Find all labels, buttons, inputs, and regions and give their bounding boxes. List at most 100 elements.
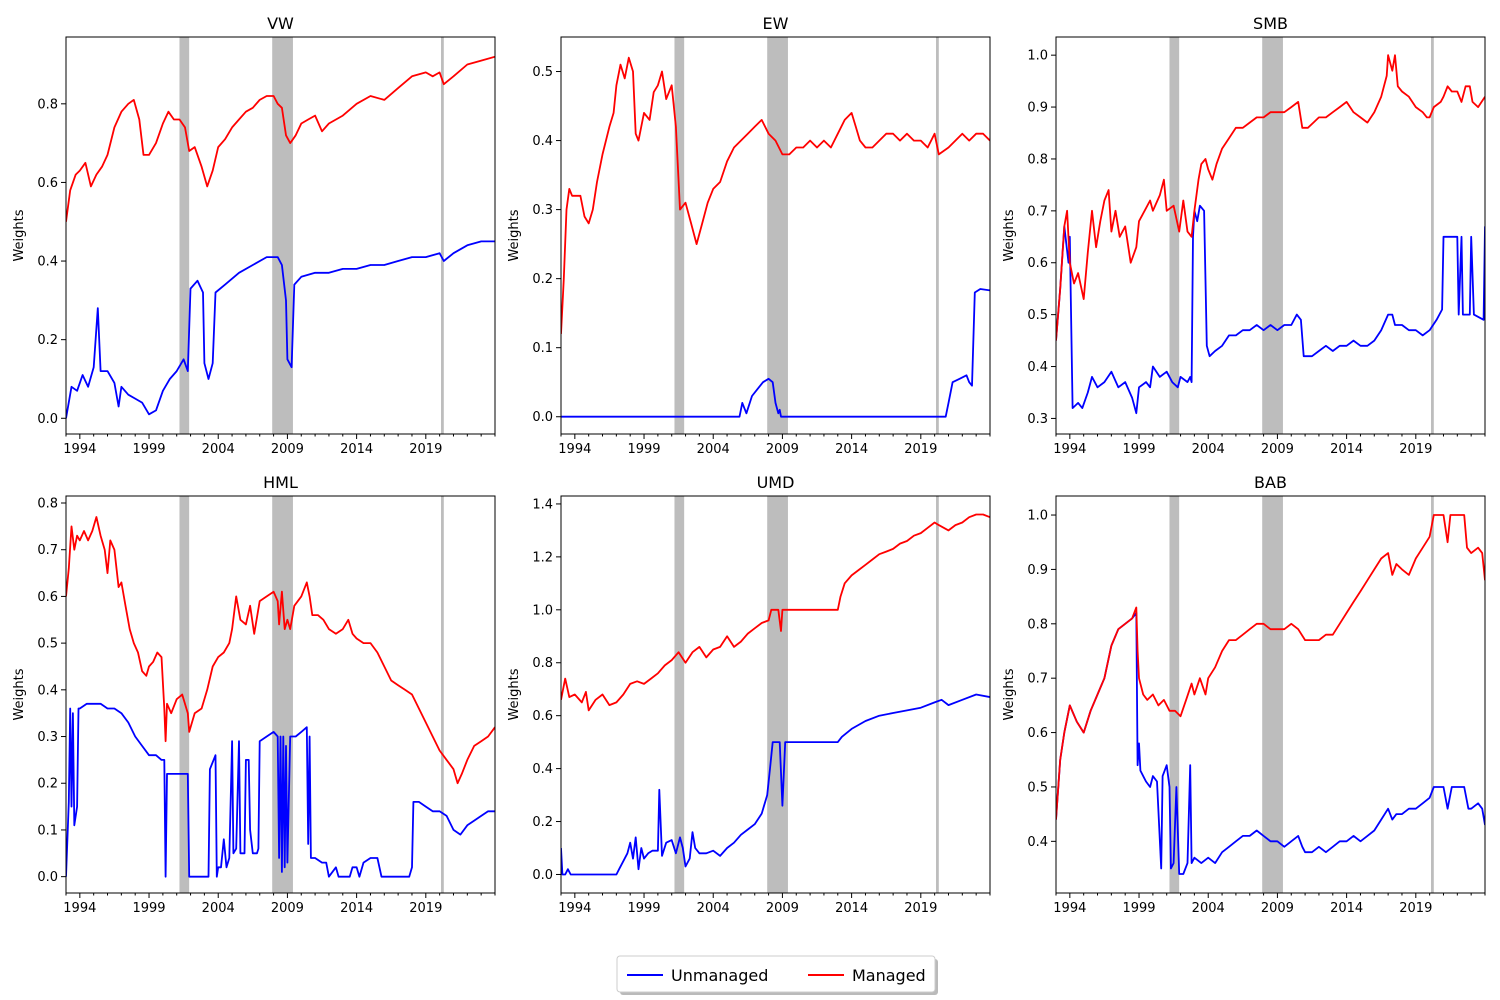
panel-hml: 1994 1999 2004 2009 2014 2019 0.0 0.1 0.2 0.3 0.4 0… bbox=[12, 473, 496, 916]
shaded-period bbox=[936, 496, 939, 893]
x-tick-label: 1994 bbox=[558, 901, 591, 916]
y-tick-label: 0.4 bbox=[37, 255, 58, 270]
y-tick-label: 1.0 bbox=[1027, 509, 1048, 524]
plot-frame bbox=[1055, 495, 1486, 894]
legend: Unmanaged Managed bbox=[616, 955, 938, 995]
x-tick-label: 2014 bbox=[340, 901, 373, 916]
x-tick-label: 2019 bbox=[409, 901, 442, 916]
x-tick-label: 2019 bbox=[1399, 442, 1432, 457]
y-tick-label: 0.8 bbox=[532, 656, 553, 671]
y-tick-label: 0.2 bbox=[37, 777, 58, 792]
y-tick-label: 0.4 bbox=[532, 762, 553, 777]
x-tick-label: 2014 bbox=[340, 442, 373, 457]
x-tick-label: 2004 bbox=[697, 901, 730, 916]
x-tick-label: 2019 bbox=[904, 442, 937, 457]
x-tick-label: 2014 bbox=[1330, 442, 1363, 457]
y-tick-label: 0.2 bbox=[532, 272, 553, 287]
plot-frame bbox=[560, 36, 991, 435]
series-line-managed bbox=[561, 56, 990, 334]
panel-title: BAB bbox=[1254, 473, 1287, 492]
y-tick-label: 0.3 bbox=[1027, 412, 1048, 427]
x-tick-label: 2014 bbox=[1330, 901, 1363, 916]
shaded-period bbox=[1262, 496, 1283, 893]
x-tick-label: 2009 bbox=[271, 442, 304, 457]
x-tick-label: 2019 bbox=[904, 901, 937, 916]
shaded-period bbox=[674, 496, 685, 893]
y-tick-label: 0.7 bbox=[1027, 204, 1048, 219]
y-tick-label: 0.3 bbox=[37, 730, 58, 745]
panel-title: HML bbox=[263, 473, 298, 492]
y-tick-label: 0.8 bbox=[37, 497, 58, 512]
shaded-period bbox=[1262, 37, 1283, 434]
y-tick-label: 0.6 bbox=[532, 709, 553, 724]
legend-box bbox=[616, 955, 936, 993]
shaded-period bbox=[1431, 37, 1434, 434]
series-line-managed bbox=[1056, 54, 1485, 341]
x-tick-label: 2004 bbox=[1192, 901, 1225, 916]
panel-umd: 1994 1999 2004 2009 2014 2019 0.0 0.2 0.4 0.6 0.8 1… bbox=[507, 473, 991, 916]
panel-title: EW bbox=[763, 14, 789, 33]
panel-title: VW bbox=[267, 14, 294, 33]
y-tick-label: 0.4 bbox=[37, 683, 58, 698]
y-tick-label: 0.0 bbox=[532, 868, 553, 883]
x-tick-label: 2014 bbox=[835, 901, 868, 916]
panel-title: SMB bbox=[1253, 14, 1288, 33]
x-tick-label: 2009 bbox=[1261, 901, 1294, 916]
x-tick-label: 2004 bbox=[1192, 442, 1225, 457]
panel-ew: 1994 1999 2004 2009 2014 2019 0.0 0.1 0.2 0.3 0.4 0… bbox=[507, 14, 991, 457]
y-tick-label: 0.2 bbox=[532, 815, 553, 830]
x-tick-label: 1999 bbox=[132, 442, 165, 457]
x-tick-label: 2009 bbox=[766, 442, 799, 457]
y-axis-label: Weights bbox=[1002, 209, 1017, 261]
y-tick-label: 0.7 bbox=[37, 543, 58, 558]
x-tick-label: 2004 bbox=[202, 901, 235, 916]
series-line-unmanaged bbox=[1056, 204, 1485, 415]
x-tick-label: 2004 bbox=[202, 442, 235, 457]
plot-frame bbox=[560, 495, 991, 894]
x-tick-label: 2019 bbox=[409, 442, 442, 457]
shaded-period bbox=[767, 37, 788, 434]
x-tick-label: 1999 bbox=[627, 901, 660, 916]
y-tick-label: 0.9 bbox=[1027, 101, 1048, 116]
x-tick-label: 2009 bbox=[766, 901, 799, 916]
shaded-period bbox=[1169, 37, 1180, 434]
y-tick-label: 0.4 bbox=[532, 134, 553, 149]
y-tick-label: 0.0 bbox=[532, 410, 553, 425]
y-axis-label: Weights bbox=[507, 209, 522, 261]
y-tick-label: 0.1 bbox=[532, 341, 553, 356]
y-tick-label: 0.0 bbox=[37, 412, 58, 427]
y-tick-label: 0.2 bbox=[37, 333, 58, 348]
x-tick-label: 1999 bbox=[1122, 442, 1155, 457]
y-tick-label: 0.9 bbox=[1027, 563, 1048, 578]
y-tick-label: 0.1 bbox=[37, 823, 58, 838]
y-tick-label: 0.7 bbox=[1027, 672, 1048, 687]
series-line-managed bbox=[66, 55, 495, 222]
panel-bab: 1994 1999 2004 2009 2014 2019 0.4 0.5 0.6 0.7 0.8 0… bbox=[1002, 473, 1486, 916]
panel-smb: 1994 1999 2004 2009 2014 2019 0.3 0.4 0.5 0.6 0.7 0… bbox=[1002, 14, 1486, 457]
shaded-period bbox=[272, 37, 293, 434]
y-tick-label: 1.0 bbox=[532, 603, 553, 618]
x-tick-label: 1999 bbox=[132, 901, 165, 916]
series-line-unmanaged bbox=[66, 240, 495, 419]
series-line-managed bbox=[561, 513, 990, 712]
y-tick-label: 0.8 bbox=[1027, 152, 1048, 167]
x-tick-label: 1994 bbox=[558, 442, 591, 457]
shaded-period bbox=[1431, 496, 1434, 893]
x-tick-label: 1994 bbox=[63, 901, 96, 916]
y-tick-label: 0.8 bbox=[37, 97, 58, 112]
panel-vw: 1994 1999 2004 2009 2014 2019 0.0 0.2 0.4 0.6 0.8 V… bbox=[12, 14, 496, 457]
plot-frame bbox=[65, 36, 496, 435]
shaded-period bbox=[674, 37, 685, 434]
y-tick-label: 0.4 bbox=[1027, 360, 1048, 375]
plot-frame bbox=[65, 495, 496, 894]
y-axis-label: Weights bbox=[507, 668, 522, 720]
x-tick-label: 2009 bbox=[1261, 442, 1294, 457]
legend-label-unmanaged: Unmanaged bbox=[671, 966, 768, 985]
plot-frame bbox=[1055, 36, 1486, 435]
y-tick-label: 1.0 bbox=[1027, 49, 1048, 64]
shaded-period bbox=[441, 37, 444, 434]
x-tick-label: 1999 bbox=[1122, 901, 1155, 916]
y-tick-label: 0.0 bbox=[37, 870, 58, 885]
shaded-period bbox=[272, 496, 293, 893]
